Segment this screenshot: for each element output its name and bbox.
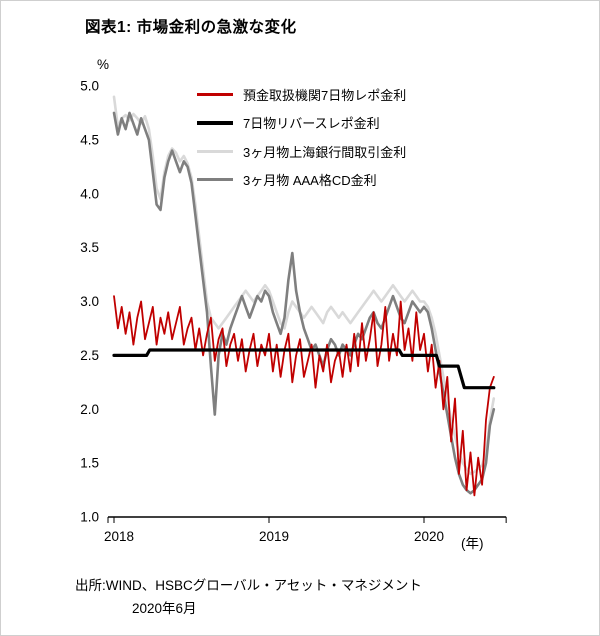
legend-label: 3ヶ月物 AAA格CD金利 xyxy=(243,173,377,189)
legend-item-cd-rate: 3ヶ月物 AAA格CD金利 xyxy=(197,166,406,195)
svg-text:5.0: 5.0 xyxy=(80,79,99,94)
legend-item-shibor-rate: 3ヶ月物上海銀行間取引金利 xyxy=(197,137,406,166)
legend-swatch-lightgray-line xyxy=(197,149,233,153)
chart-title: 図表1: 市場金利の急激な変化 xyxy=(85,19,297,36)
legend-swatch-black-line xyxy=(197,120,233,125)
legend-swatch-darkgray-line xyxy=(197,178,233,182)
svg-text:4.5: 4.5 xyxy=(80,132,99,147)
source-line-2: 2020年6月 xyxy=(132,601,197,616)
svg-text:3.5: 3.5 xyxy=(80,240,99,255)
legend-label: 預金取扱機関7日物レポ金利 xyxy=(243,87,407,103)
y-axis-unit-label: % xyxy=(97,57,110,72)
line-chart: 5.0 4.5 4.0 3.5 3.0 2.5 2.0 1.5 1.0 2018 2019 2020 xyxy=(80,79,507,544)
legend-item-reverse-repo-rate: 7日物リバースレポ金利 xyxy=(197,109,406,138)
svg-text:1.0: 1.0 xyxy=(80,510,99,525)
svg-text:4.0: 4.0 xyxy=(80,186,99,201)
svg-text:2.0: 2.0 xyxy=(80,402,99,417)
source-line-1: 出所:WIND、HSBCグローバル・アセット・マネジメント xyxy=(75,578,422,593)
legend-label: 7日物リバースレポ金利 xyxy=(243,116,380,132)
legend-swatch-red-line xyxy=(197,92,233,96)
x-axis-unit-label: (年) xyxy=(461,536,484,551)
chart-legend: 預金取扱機関7日物レポ金利 7日物リバースレポ金利 3ヶ月物上海銀行間取引金利 … xyxy=(197,80,406,194)
legend-label: 3ヶ月物上海銀行間取引金利 xyxy=(243,144,407,160)
source-note: 出所:WIND、HSBCグローバル・アセット・マネジメント 2020年6月 xyxy=(75,574,422,620)
svg-text:2018: 2018 xyxy=(104,529,134,544)
svg-text:2.5: 2.5 xyxy=(80,348,99,363)
svg-text:2020: 2020 xyxy=(414,529,444,544)
legend-item-repo-rate: 預金取扱機関7日物レポ金利 xyxy=(197,80,406,109)
svg-text:1.5: 1.5 xyxy=(80,456,99,471)
svg-text:3.0: 3.0 xyxy=(80,294,99,309)
svg-text:2019: 2019 xyxy=(259,529,289,544)
